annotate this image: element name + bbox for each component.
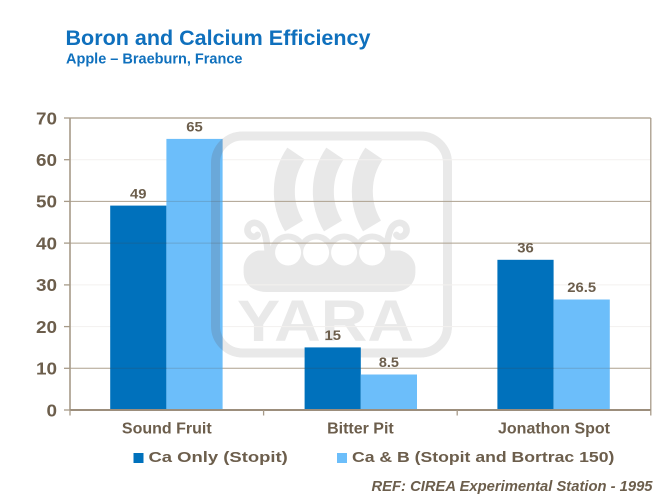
svg-text:20: 20 [36, 318, 57, 337]
svg-text:Jonathon Spot: Jonathon Spot [498, 421, 611, 438]
svg-text:Ca & B (Stopit and Bortrac 150: Ca & B (Stopit and Bortrac 150) [352, 449, 614, 465]
svg-text:Ca Only (Stopit): Ca Only (Stopit) [149, 449, 288, 466]
svg-text:26.5: 26.5 [567, 281, 596, 296]
svg-text:Bitter Pit: Bitter Pit [327, 421, 394, 438]
svg-text:30: 30 [36, 276, 57, 295]
svg-text:65: 65 [186, 120, 203, 135]
svg-text:49: 49 [130, 187, 147, 202]
svg-text:15: 15 [324, 329, 341, 344]
svg-text:50: 50 [36, 192, 57, 211]
svg-text:Apple – Braeburn, France: Apple – Braeburn, France [66, 52, 242, 68]
svg-text:40: 40 [36, 234, 57, 253]
svg-text:Boron and Calcium Efficiency: Boron and Calcium Efficiency [66, 26, 371, 50]
svg-text:60: 60 [36, 151, 57, 170]
svg-text:Sound Fruit: Sound Fruit [122, 421, 212, 438]
svg-text:10: 10 [36, 359, 57, 378]
svg-text:36: 36 [517, 241, 534, 256]
svg-text:70: 70 [36, 109, 57, 128]
svg-text:0: 0 [46, 401, 57, 420]
svg-text:8.5: 8.5 [379, 355, 399, 370]
svg-text:REF: CIREA Experimental Statio: REF: CIREA Experimental Station - 1995 [372, 479, 654, 495]
svg-text:YARA: YARA [237, 289, 414, 354]
